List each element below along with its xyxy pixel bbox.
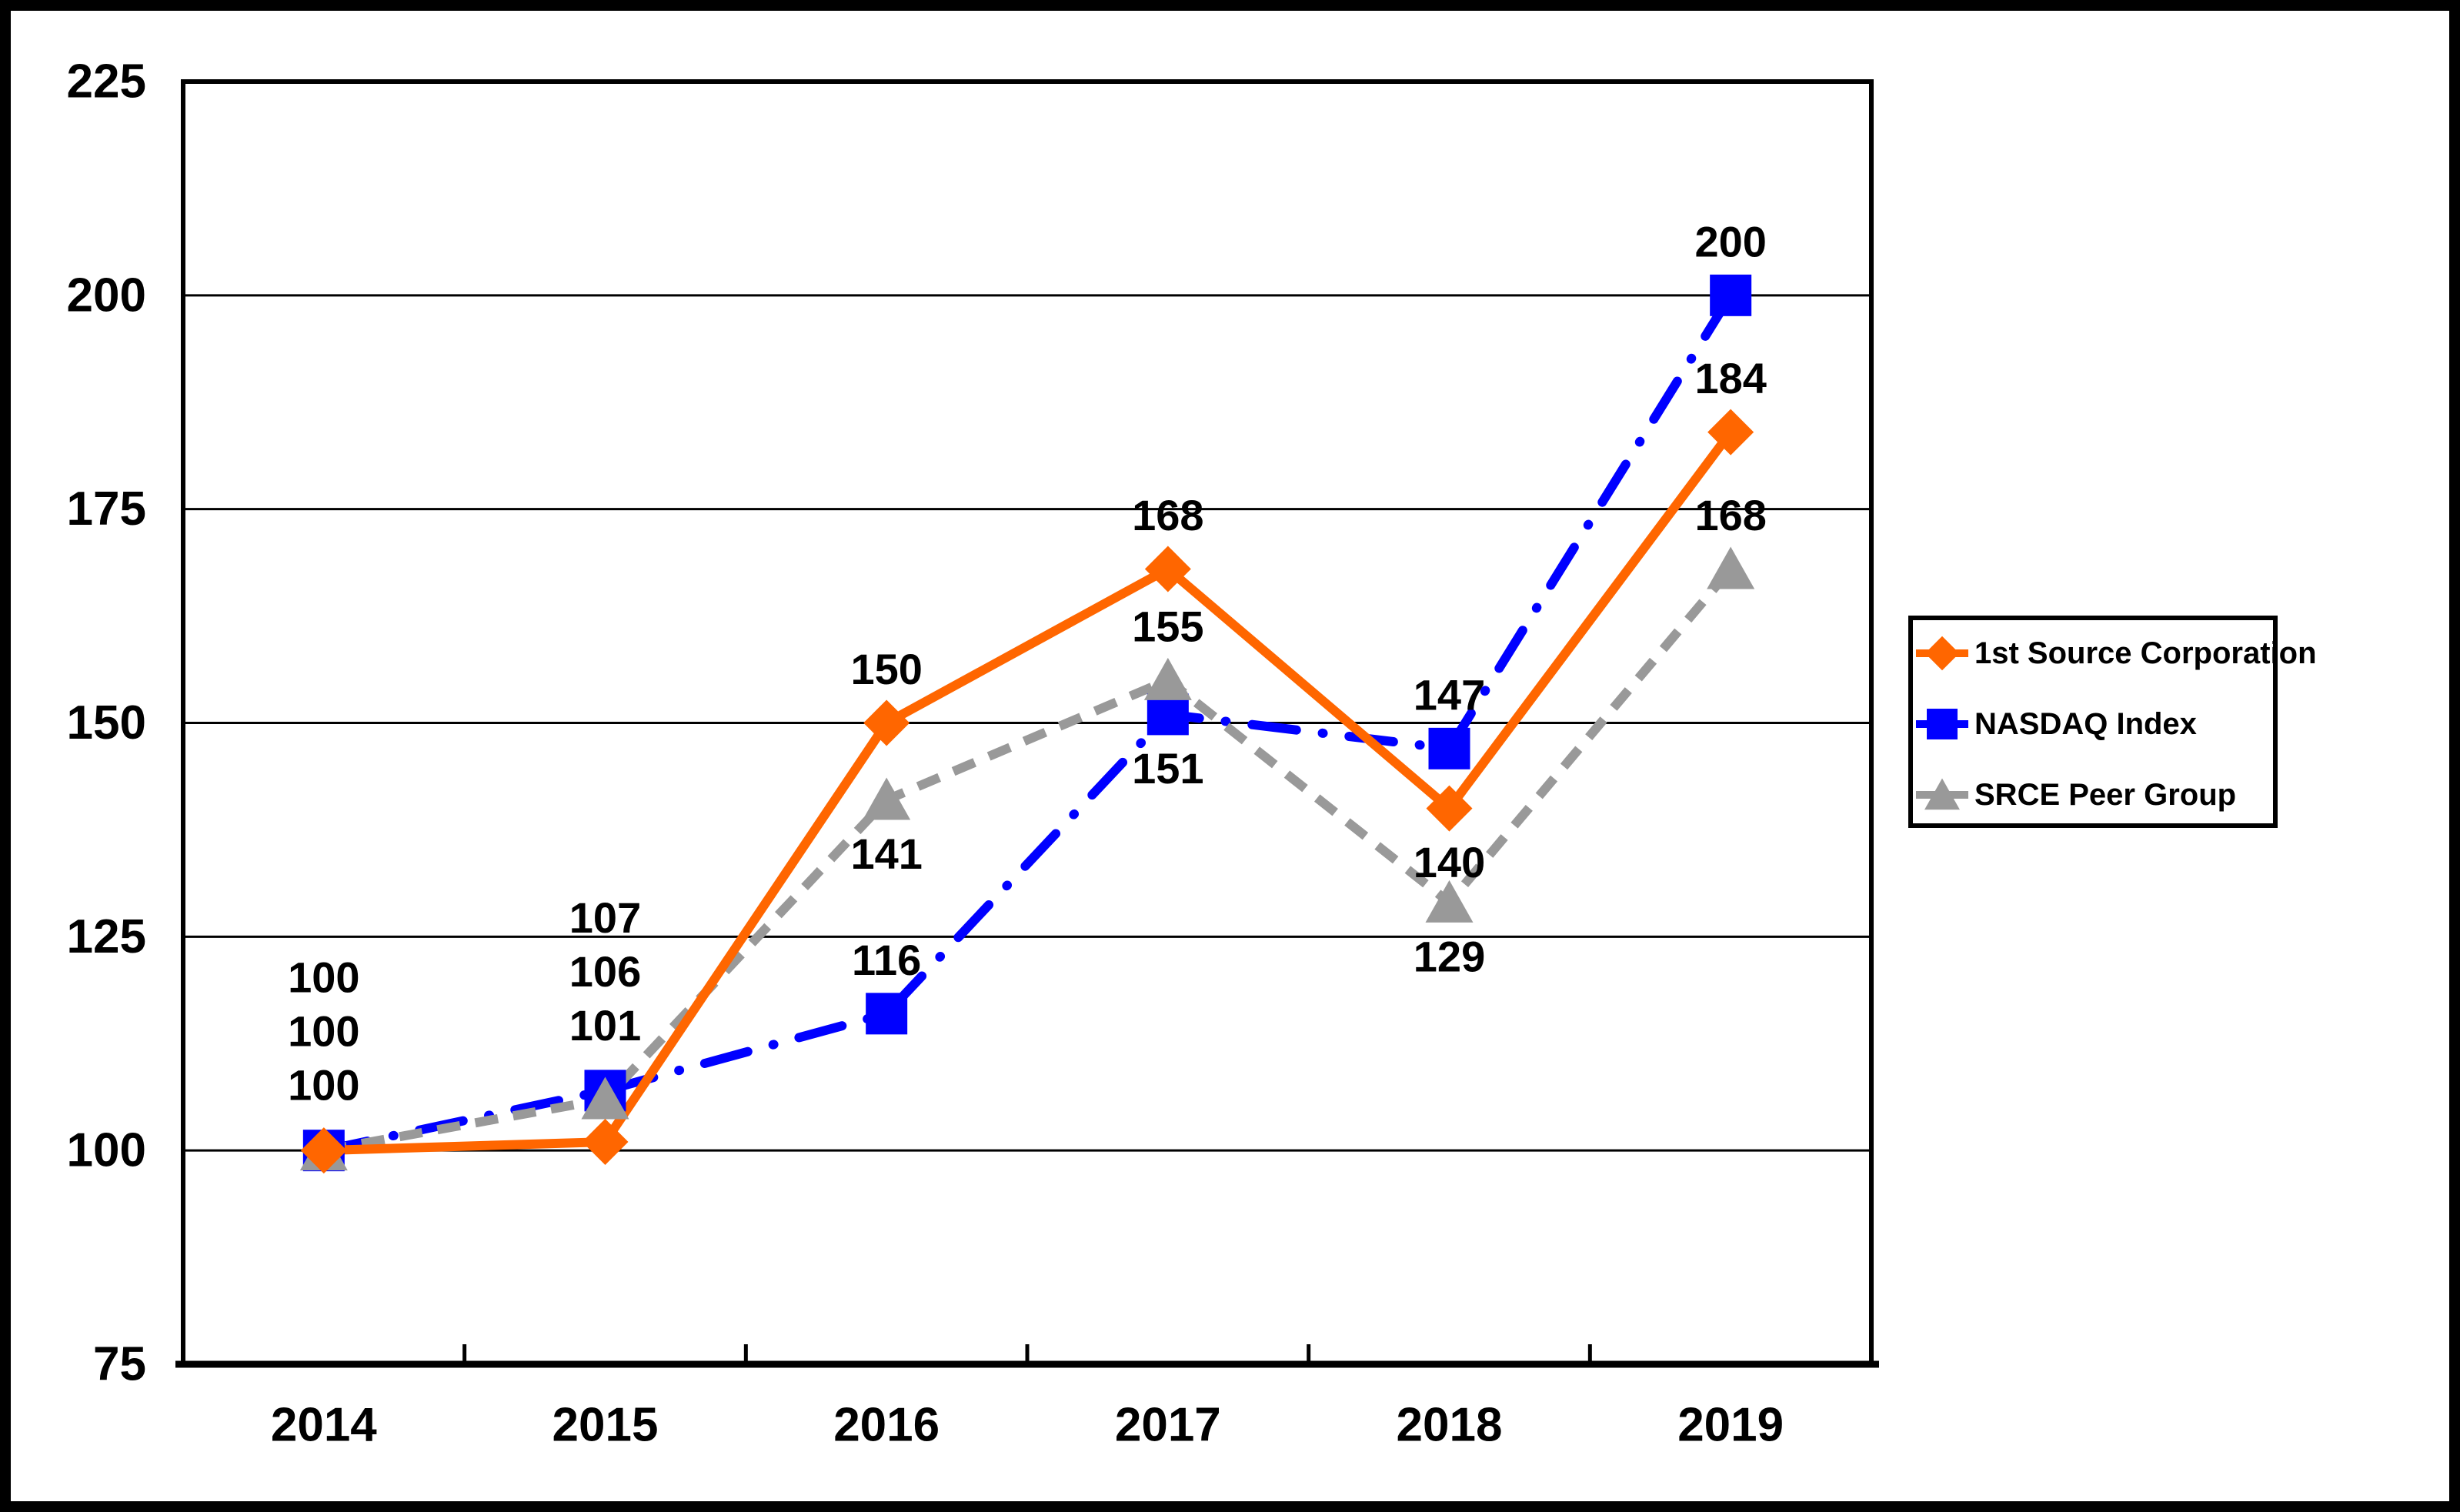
- legend-entry-srce-peer-group: SRCE Peer Group: [1916, 778, 2236, 812]
- x-tick-label: 2017: [1115, 1399, 1221, 1452]
- legend-marker-triangle-icon: [1924, 778, 1960, 810]
- data-label-first-source-corporation-2014: 100: [288, 1061, 359, 1110]
- legend: 1st Source Corporation NASDAQ Index SRCE P…: [1908, 616, 2317, 828]
- line-first-source-corporation: [323, 429, 1734, 1156]
- data-label-srce-peer-group-2015: 106: [569, 947, 641, 996]
- line-nasdaq-index: [319, 290, 1736, 1156]
- marker-nasdaq-index-2017: [1147, 693, 1189, 736]
- legend-marker-square-icon: [1927, 709, 1958, 739]
- data-label-first-source-corporation-2018: 140: [1414, 838, 1485, 886]
- marker-first-source-corporation-2016: [863, 699, 910, 746]
- legend-box: [1908, 616, 2278, 828]
- data-label-nasdaq-index-2015: 107: [569, 893, 641, 942]
- x-tick-label: 2019: [1677, 1399, 1784, 1452]
- y-tick-label: 175: [67, 482, 146, 536]
- marker-first-source-corporation-2017: [1144, 546, 1191, 592]
- data-label-srce-peer-group-2016: 141: [850, 829, 922, 878]
- series-srce-peer-group-markers: [299, 546, 1755, 1171]
- data-labels: 100 100 100 101 107 106 150 116 141 168 151 155 140 1…: [288, 217, 1767, 1109]
- data-label-srce-peer-group-2014: 100: [288, 1007, 359, 1056]
- data-label-srce-peer-group-2018: 129: [1414, 932, 1485, 980]
- marker-first-source-corporation-2018: [1426, 785, 1473, 832]
- marker-srce-peer-group-2019: [1707, 546, 1755, 589]
- line-srce-peer-group: [322, 566, 1734, 1156]
- series-srce-peer-group-line: [322, 566, 1734, 1156]
- data-label-nasdaq-index-2018: 147: [1414, 670, 1485, 719]
- data-label-nasdaq-index-2016: 116: [852, 936, 921, 984]
- x-tick-label: 2016: [833, 1399, 940, 1452]
- marker-first-source-corporation-2019: [1707, 409, 1754, 456]
- data-label-first-source-corporation-2019: 184: [1694, 354, 1766, 402]
- data-label-first-source-corporation-2015: 101: [569, 1001, 641, 1050]
- marker-nasdaq-index-2016: [866, 993, 908, 1035]
- data-label-srce-peer-group-2019: 168: [1694, 491, 1766, 539]
- marker-srce-peer-group-2016: [863, 777, 911, 820]
- marker-first-source-corporation-2015: [582, 1119, 629, 1166]
- marker-srce-peer-group-2018: [1425, 879, 1474, 923]
- y-tick-label: 75: [93, 1338, 146, 1391]
- y-tick-label: 225: [67, 55, 146, 108]
- data-label-nasdaq-index-2019: 200: [1694, 217, 1766, 265]
- x-tick-label: 2015: [552, 1399, 659, 1452]
- marker-first-source-corporation-2014: [300, 1127, 347, 1174]
- marker-srce-peer-group-2017: [1143, 657, 1192, 700]
- legend-label: SRCE Peer Group: [1974, 778, 2236, 812]
- legend-entry-first-source-corporation: 1st Source Corporation: [1916, 636, 2317, 671]
- data-label-srce-peer-group-2017: 155: [1132, 602, 1203, 650]
- marker-nasdaq-index-2018: [1428, 727, 1470, 769]
- series-first-source-corporation-markers: [300, 409, 1754, 1174]
- y-tick-label: 200: [67, 269, 146, 322]
- series-nasdaq-index-line: [319, 290, 1736, 1156]
- x-tick-label: 2018: [1397, 1399, 1503, 1452]
- x-axis-labels: 2014 2015 2016 2017 2018 2019: [271, 1399, 1784, 1452]
- x-tick-label: 2014: [271, 1399, 377, 1452]
- y-tick-label: 125: [67, 910, 146, 963]
- marker-nasdaq-index-2019: [1710, 274, 1752, 316]
- legend-label: NASDAQ Index: [1974, 707, 2197, 741]
- y-tick-label: 150: [67, 696, 146, 749]
- legend-marker-diamond-icon: [1924, 636, 1960, 671]
- marker-srce-peer-group-2015: [581, 1076, 629, 1120]
- data-label-first-source-corporation-2016: 150: [850, 645, 922, 693]
- data-label-first-source-corporation-2017: 168: [1132, 491, 1203, 539]
- series-first-source-corporation-line: [323, 429, 1734, 1156]
- y-tick-label: 100: [67, 1124, 146, 1177]
- data-label-nasdaq-index-2017: 151: [1132, 744, 1203, 793]
- y-axis-labels: 225 200 175 150 125 100 75: [67, 55, 146, 1391]
- legend-entry-nasdaq-index: NASDAQ Index: [1916, 707, 2197, 741]
- legend-label: 1st Source Corporation: [1974, 636, 2317, 670]
- data-label-nasdaq-index-2014: 100: [288, 953, 359, 1002]
- series-nasdaq-index-markers: [302, 274, 1752, 1172]
